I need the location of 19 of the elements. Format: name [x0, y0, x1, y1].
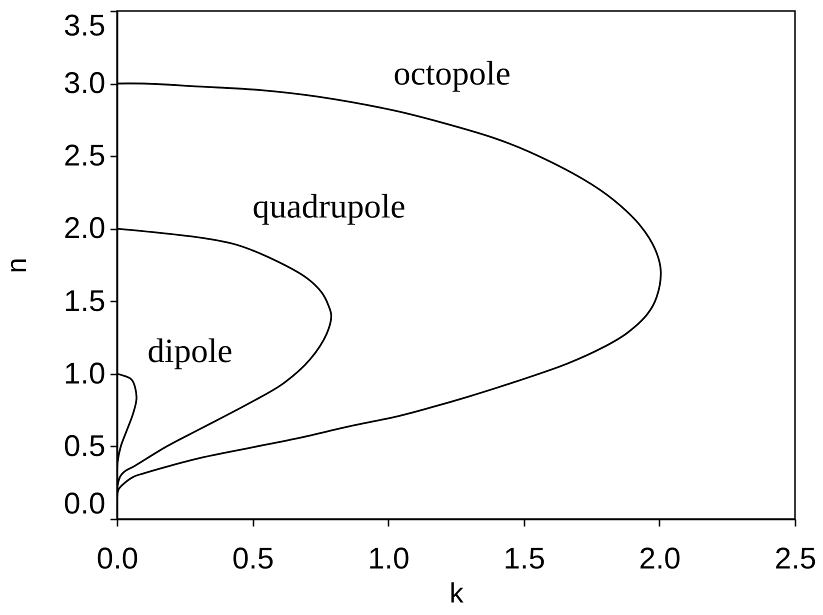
x-tick-label: 0.5 — [232, 542, 274, 576]
y-tick-label: 1.5 — [64, 284, 106, 318]
y-tick-label: 2.0 — [64, 212, 106, 246]
y-axis-title: n — [0, 258, 32, 274]
x-tick-label: 1.5 — [503, 542, 546, 576]
y-tick-label: 0.5 — [64, 430, 106, 463]
x-tick-label: 1.0 — [368, 542, 410, 576]
y-tick-label: 2.5 — [64, 140, 106, 173]
y-tick-label: 3.5 — [64, 10, 106, 42]
x-tick-label: 2.5 — [774, 542, 816, 576]
x-axis-title: k — [450, 578, 464, 608]
series-label: quadrupole — [252, 188, 406, 226]
x-tick-label: 2.0 — [639, 542, 681, 576]
y-tick-label: 0.0 — [64, 488, 106, 520]
series-label: octopole — [393, 56, 511, 93]
y-tick-label: 3.0 — [64, 67, 106, 100]
series-label: dipole — [148, 332, 232, 370]
x-tick-label: 0.0 — [96, 542, 138, 576]
y-tick-label: 1.0 — [64, 357, 106, 390]
